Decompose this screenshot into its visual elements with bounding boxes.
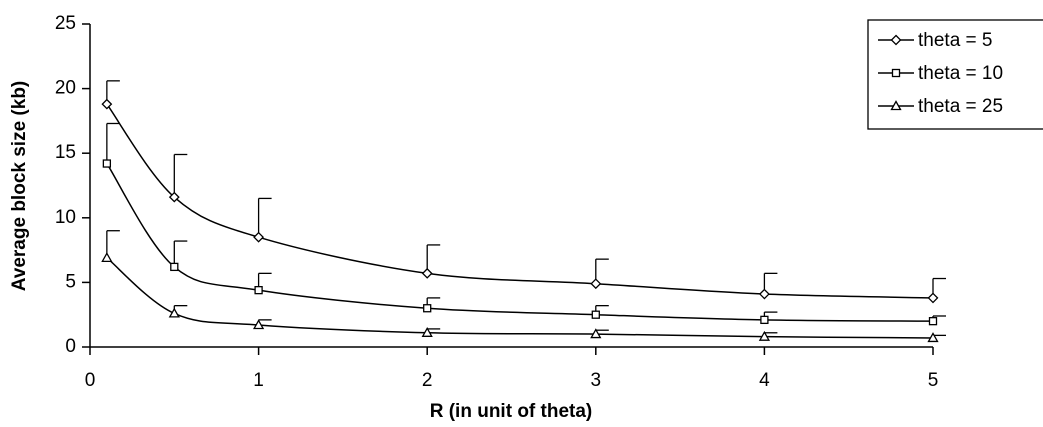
legend-marker xyxy=(891,68,901,78)
marker xyxy=(252,319,265,330)
marker xyxy=(101,252,113,263)
x-tick-label: 1 xyxy=(253,370,264,391)
marker xyxy=(421,267,433,279)
marker xyxy=(928,317,938,326)
marker xyxy=(101,98,113,110)
legend-label: theta = 25 xyxy=(918,96,1003,117)
y-tick-label: 15 xyxy=(55,142,76,163)
marker xyxy=(170,262,179,272)
marker xyxy=(254,286,263,295)
x-tick-label: 5 xyxy=(928,370,939,391)
marker xyxy=(927,292,939,304)
legend-marker xyxy=(890,100,902,111)
legend-label: theta = 10 xyxy=(918,63,1003,84)
x-tick-label: 2 xyxy=(422,370,433,391)
y-axis-title: Average block size (kb) xyxy=(9,81,30,291)
x-tick-label: 3 xyxy=(591,370,602,391)
marker xyxy=(168,307,180,318)
series-line xyxy=(106,257,934,339)
y-tick-label: 25 xyxy=(55,13,76,34)
y-tick-label: 10 xyxy=(55,207,76,228)
marker xyxy=(590,328,602,339)
marker xyxy=(927,332,939,343)
x-tick-label: 0 xyxy=(85,370,96,391)
marker xyxy=(590,278,602,290)
series-line xyxy=(106,163,934,322)
legend-label: theta = 5 xyxy=(918,30,992,51)
marker xyxy=(253,231,265,243)
marker xyxy=(758,330,771,341)
marker xyxy=(758,288,770,300)
y-tick-label: 0 xyxy=(65,336,76,357)
x-tick-label: 4 xyxy=(759,370,770,391)
marker xyxy=(591,310,600,319)
series-line xyxy=(106,103,934,299)
marker xyxy=(421,326,433,337)
marker xyxy=(102,159,112,168)
y-tick-label: 20 xyxy=(55,78,76,99)
marker xyxy=(423,304,432,313)
marker xyxy=(760,315,769,325)
legend-marker xyxy=(890,34,902,46)
x-axis-title: R (in unit of theta) xyxy=(430,401,593,422)
marker xyxy=(168,191,180,203)
y-tick-label: 5 xyxy=(65,271,76,292)
